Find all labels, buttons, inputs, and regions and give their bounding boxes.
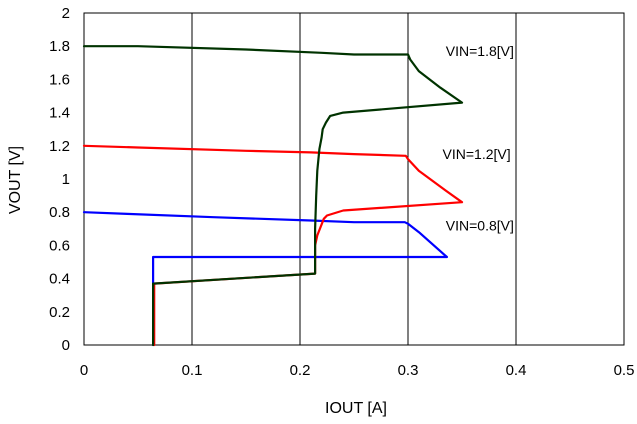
y-tick-label: 1.4	[49, 105, 70, 122]
x-tick-label: 0.1	[182, 362, 203, 379]
x-tick-labels: 0 0.1 0.2 0.3 0.4 0.5	[80, 362, 635, 379]
x-tick-label: 0.2	[290, 362, 311, 379]
y-tick-labels: 0 0.2 0.4 0.6 0.8 1 1.2 1.4 1.6 1.8 2	[49, 5, 70, 354]
y-tick-label: 0.4	[49, 271, 70, 288]
y-tick-label: 0.6	[49, 237, 70, 254]
y-tick-label: 1.2	[49, 138, 70, 155]
series-annotation: VIN=1.8[V]	[446, 43, 514, 59]
y-tick-label: 0.2	[49, 304, 70, 321]
y-tick-label: 1.6	[49, 71, 70, 88]
x-tick-label: 0.5	[614, 362, 635, 379]
series-layer	[82, 45, 464, 347]
plot-area-frame	[83, 12, 625, 346]
y-tick-label: 0.8	[49, 204, 70, 221]
series-line-0	[82, 211, 448, 347]
vertical-gridlines	[191, 13, 517, 345]
series-annotation: VIN=1.2[V]	[443, 146, 511, 162]
y-tick-label: 0	[62, 337, 70, 354]
y-tick-label: 2	[62, 5, 70, 22]
series-line-2	[82, 45, 464, 347]
series-line-1	[82, 144, 464, 347]
x-tick-label: 0.3	[398, 362, 419, 379]
x-tick-label: 0.4	[506, 362, 527, 379]
series-annotation: VIN=0.8[V]	[446, 217, 514, 233]
y-axis-title: VOUT [V]	[7, 146, 24, 214]
y-tick-label: 1	[62, 171, 70, 188]
x-axis-title: IOUT [A]	[325, 400, 387, 417]
x-tick-label: 0	[80, 362, 88, 379]
y-tick-label: 1.8	[49, 38, 70, 55]
annotations: VIN=1.8[V] VIN=1.2[V] VIN=0.8[V]	[443, 43, 514, 233]
